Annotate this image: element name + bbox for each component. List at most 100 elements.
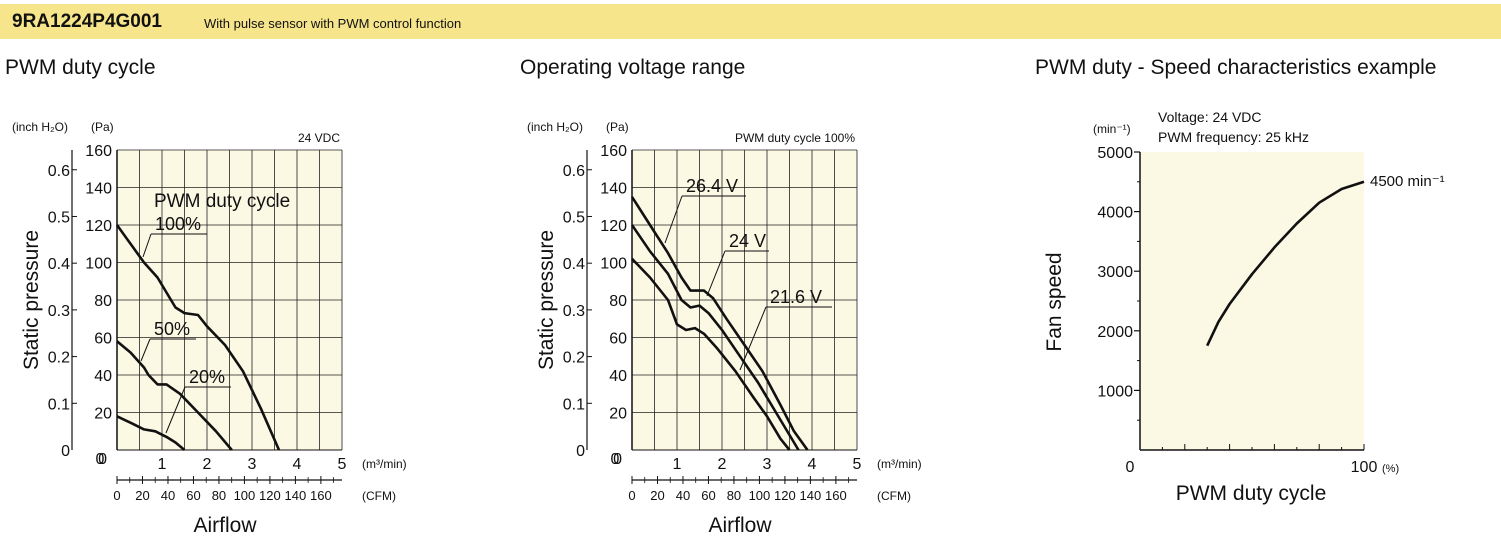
y-tick-label-pa: 160 xyxy=(600,143,627,160)
cfm-tick-label: 40 xyxy=(161,488,175,503)
x-tick-label: 2 xyxy=(718,456,727,473)
cfm-tick-label: 160 xyxy=(825,488,847,503)
x-axis-title: Airflow xyxy=(193,514,257,537)
cfm-tick-label: 0 xyxy=(628,488,635,503)
cfm-tick-label: 120 xyxy=(259,488,281,503)
x-tick-label: 1 xyxy=(673,456,682,473)
series-line-0 xyxy=(630,196,809,451)
y-tick-label-pa: 0 xyxy=(98,451,107,468)
info-voltage: Voltage: 24 VDC xyxy=(1158,109,1262,125)
y-tick-label-pa: 100 xyxy=(85,256,112,273)
chart2-title: Operating voltage range xyxy=(520,56,746,79)
y-unit-pa: (Pa) xyxy=(606,120,629,134)
x-tick-label: 2 xyxy=(203,456,212,473)
series-line-1 xyxy=(116,340,233,451)
cfm-tick-label: 140 xyxy=(800,488,822,503)
y-tick-label-pa: 80 xyxy=(609,293,627,310)
chart-annotation: PWM duty cycle 100% xyxy=(735,131,855,145)
model-number: 9RA1224P4G001 xyxy=(12,11,162,32)
y-tick-label: 5000 xyxy=(1097,145,1133,162)
y-tick-label-inch: 0.5 xyxy=(563,209,585,226)
cfm-tick-label: 60 xyxy=(701,488,715,503)
y-tick-label-pa: 20 xyxy=(609,406,627,423)
series-line-2 xyxy=(116,415,186,451)
x-tick-label: 0 xyxy=(611,451,620,468)
cfm-tick-label: 120 xyxy=(774,488,796,503)
y-tick-label-inch: 0.6 xyxy=(563,163,585,180)
y-tick-label-pa: 0 xyxy=(613,451,622,468)
x-tick-label: 3 xyxy=(763,456,772,473)
y-tick-label: 3000 xyxy=(1097,264,1133,281)
y-tick-label: 4000 xyxy=(1097,205,1133,222)
cfm-tick-label: 140 xyxy=(285,488,307,503)
chart3-title: PWM duty - Speed characteristics example xyxy=(1035,56,1437,79)
x-tick-label: 100 xyxy=(1351,459,1378,476)
legend-title: PWM duty cycle xyxy=(154,191,290,212)
y-tick-label-inch: 0.2 xyxy=(48,350,70,367)
series-line-1 xyxy=(630,224,800,451)
x-tick-label: 5 xyxy=(338,456,347,473)
series-label-2: 21.6 V xyxy=(770,287,822,307)
speed-series-line xyxy=(1206,180,1365,347)
y-tick-label-pa: 40 xyxy=(609,368,627,385)
y-tick-label-pa: 60 xyxy=(609,331,627,348)
x-unit-cfm: (CFM) xyxy=(362,489,396,503)
chart-annotation: 24 VDC xyxy=(298,131,340,145)
leader-line-1 xyxy=(140,338,151,362)
x-unit: (%) xyxy=(1382,463,1399,475)
leader-line-1 xyxy=(706,250,726,297)
x-unit-m3: (m³/min) xyxy=(877,457,922,471)
cfm-tick-label: 100 xyxy=(749,488,771,503)
y-tick-label-inch: 0 xyxy=(61,443,70,460)
y-axis-title: Static pressure xyxy=(20,230,43,370)
cfm-tick-label: 80 xyxy=(212,488,226,503)
x-tick-label: 3 xyxy=(248,456,257,473)
x-axis-title: Airflow xyxy=(708,514,772,537)
series-line-0 xyxy=(115,224,281,451)
model-description: With pulse sensor with PWM control funct… xyxy=(204,16,462,31)
end-label: 4500 min⁻¹ xyxy=(1370,173,1445,190)
cfm-tick-label: 60 xyxy=(186,488,200,503)
y-tick-label-pa: 160 xyxy=(85,143,112,160)
x-tick-label: 4 xyxy=(293,456,302,473)
plot-area xyxy=(1140,152,1364,450)
y-tick-label-pa: 100 xyxy=(600,256,627,273)
info-frequency: PWM frequency: 25 kHz xyxy=(1158,129,1309,145)
y-tick-label-inch: 0.3 xyxy=(563,303,585,320)
cfm-tick-label: 20 xyxy=(135,488,149,503)
x-axis-title: PWM duty cycle xyxy=(1176,482,1327,505)
y-unit-pa: (Pa) xyxy=(91,120,114,134)
series-label-0: 26.4 V xyxy=(686,176,738,196)
y-axis-title: Fan speed xyxy=(1043,252,1066,351)
y-tick-label: 1000 xyxy=(1097,383,1133,400)
y-tick-label-pa: 80 xyxy=(94,293,112,310)
cfm-tick-label: 40 xyxy=(676,488,690,503)
y-tick-label-inch: 0.5 xyxy=(48,209,70,226)
series-label-1: 50% xyxy=(154,319,190,339)
x-tick-label: 5 xyxy=(853,456,862,473)
y-tick-label-inch: 0 xyxy=(576,443,585,460)
cfm-tick-label: 80 xyxy=(727,488,741,503)
y-tick-label-inch: 0.2 xyxy=(563,350,585,367)
y-tick-label-pa: 40 xyxy=(94,368,112,385)
series-label-2: 20% xyxy=(189,367,225,387)
y-tick-label-inch: 0.1 xyxy=(563,396,585,413)
x-tick-label: 0 xyxy=(96,451,105,468)
leader-line-0 xyxy=(142,233,152,258)
cfm-tick-label: 20 xyxy=(650,488,664,503)
y-tick-label-pa: 140 xyxy=(600,181,627,198)
y-tick-label-inch: 0.6 xyxy=(48,163,70,180)
y-axis-title: Static pressure xyxy=(535,230,558,370)
y-tick-label-pa: 140 xyxy=(85,181,112,198)
x-tick-label: 0 xyxy=(1126,459,1135,476)
x-tick-label: 1 xyxy=(158,456,167,473)
cfm-tick-label: 100 xyxy=(234,488,256,503)
y-tick-label-pa: 20 xyxy=(94,406,112,423)
x-unit-cfm: (CFM) xyxy=(877,489,911,503)
y-tick-label-inch: 0.4 xyxy=(563,256,585,273)
y-tick-label-inch: 0.4 xyxy=(48,256,70,273)
series-label-1: 24 V xyxy=(729,231,766,251)
